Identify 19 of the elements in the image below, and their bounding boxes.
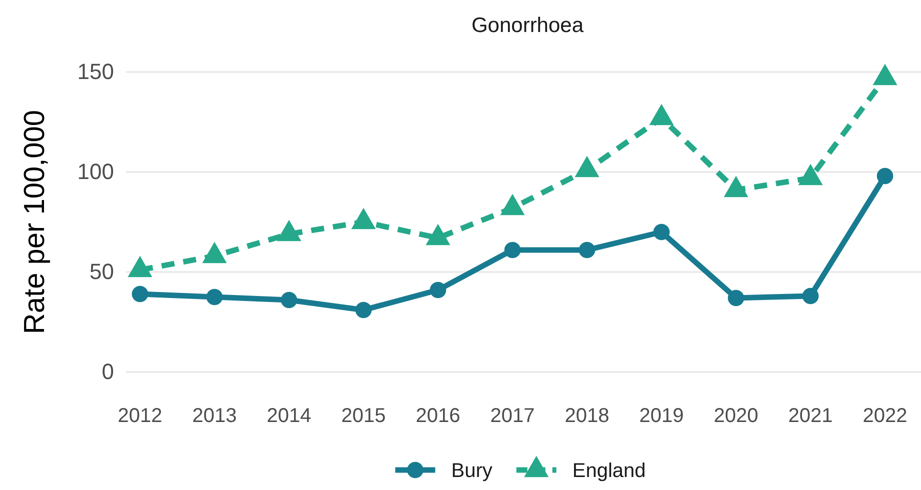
x-tick-label: 2014 — [266, 405, 312, 428]
x-tick-label: 2015 — [341, 405, 386, 428]
x-tick-label: 2020 — [714, 405, 758, 428]
legend-label: England — [572, 460, 646, 482]
y-tick-label: 150 — [77, 59, 114, 84]
x-tick-label: 2012 — [118, 405, 162, 428]
chart-title: Gonorrhoea — [471, 14, 584, 37]
y-tick-label: 50 — [90, 259, 114, 284]
x-tick-label: 2013 — [192, 405, 237, 428]
x-tick-label: 2022 — [862, 405, 908, 428]
x-tick-label: 2017 — [490, 405, 535, 428]
y-tick-label: 100 — [77, 159, 114, 184]
x-tick-label: 2019 — [639, 405, 684, 428]
x-tick-label: 2018 — [564, 405, 610, 428]
legend-label: Bury — [451, 460, 492, 482]
y-tick-label: 0 — [102, 359, 114, 384]
x-tick-label: 2016 — [416, 405, 460, 428]
x-tick-label: 2021 — [788, 405, 833, 428]
y-axis-title: Rate per 100,000 — [19, 110, 51, 334]
